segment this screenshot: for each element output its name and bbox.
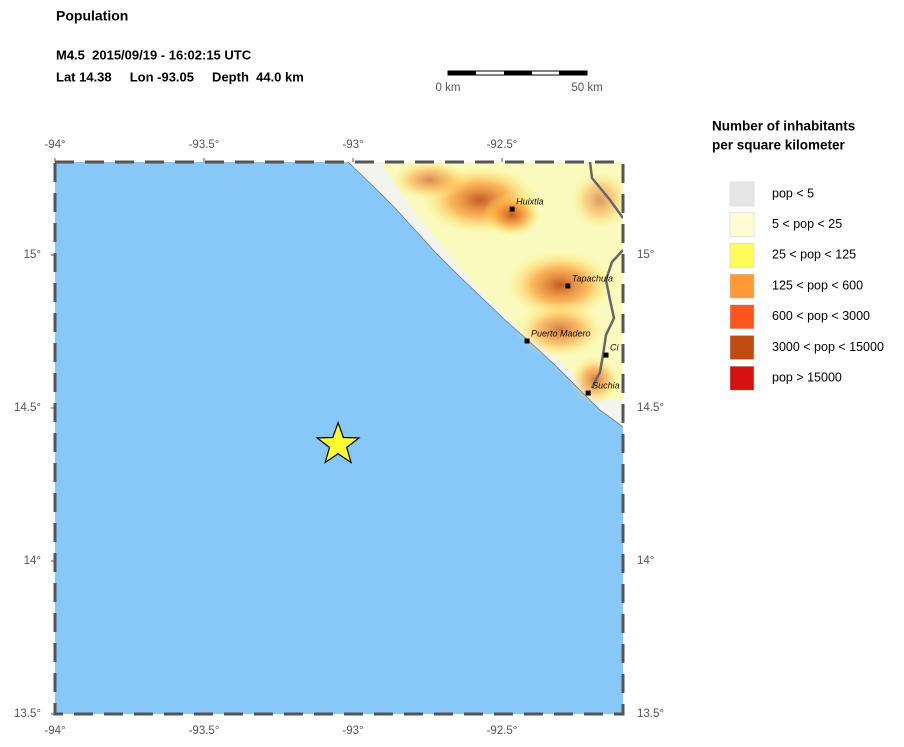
scale-bar-segment	[559, 71, 587, 75]
event-info: M4.5 2015/09/19 - 16:02:15 UTC	[56, 47, 252, 62]
scale-label: 0 km	[436, 82, 461, 94]
city-marker	[509, 206, 515, 212]
lon-tick-label: -93.5°	[189, 139, 220, 151]
scale-bar-segment	[448, 71, 476, 75]
city-marker	[585, 390, 591, 396]
lon-tick-label: -92.5°	[487, 725, 518, 737]
city-label: Huixtla	[516, 196, 544, 206]
legend: pop < 5 5 < pop < 25 25 < pop < 125 125 < p…	[729, 181, 884, 391]
title: Population	[56, 8, 128, 24]
legend-swatch	[729, 212, 755, 237]
coastline	[347, 162, 623, 428]
legend-label: 600 < pop < 3000	[772, 309, 870, 323]
lat-tick-label: 15°	[24, 249, 41, 261]
epicenter	[315, 420, 361, 464]
density-area	[570, 170, 623, 230]
density-area	[390, 162, 470, 200]
legend-title: per square kilometer	[712, 138, 846, 153]
density-area	[505, 250, 615, 320]
scale-label: 50 km	[571, 82, 602, 94]
map-frame	[53, 160, 625, 716]
city-label: Suchia	[592, 380, 620, 390]
city-label: Ci	[610, 342, 619, 352]
density-area	[515, 302, 605, 358]
legend-label: pop < 5	[772, 186, 814, 200]
country-border	[588, 162, 623, 389]
legend-label: 125 < pop < 600	[772, 278, 863, 292]
city-label: Tapachula	[572, 273, 613, 283]
lon-tick-label: -93°	[342, 725, 363, 737]
lat-tick-label: 15°	[637, 249, 654, 261]
legend-swatch	[729, 181, 755, 207]
scale-bar: 0 km 50 km	[436, 70, 603, 94]
lat-tick-label: 14.5°	[14, 402, 41, 414]
density-area	[482, 193, 542, 237]
city-label: Puerto Madero	[531, 328, 591, 338]
lat-tick-label: 13.5°	[637, 708, 664, 720]
legend-swatch	[729, 243, 755, 268]
population-density	[380, 162, 623, 405]
scale-bar-segment	[504, 71, 532, 75]
lon-tick-label: -93.5°	[189, 725, 220, 737]
cities: Huixtla Tapachula Puerto Madero Ci Suchia	[509, 196, 620, 396]
city-marker	[603, 352, 609, 358]
legend-swatch	[729, 335, 755, 360]
legend-label: pop > 15000	[772, 370, 842, 384]
lat-tick-label: 14.5°	[637, 402, 664, 414]
lat-tick-label: 13.5°	[14, 708, 41, 720]
location-info: Lat 14.38 Lon -93.05 Depth 44.0 km	[56, 69, 304, 84]
lat-tick-label: 14°	[637, 555, 654, 567]
legend-label: 25 < pop < 125	[772, 248, 856, 262]
epicenter-layer	[315, 420, 361, 464]
legend-swatch	[729, 365, 755, 391]
legend-swatch	[729, 273, 755, 299]
city-marker	[565, 283, 571, 289]
legend-swatch	[729, 304, 755, 330]
lon-tick-label: -93°	[342, 139, 363, 151]
lon-tick-label: -92.5°	[487, 139, 518, 151]
legend-title: Number of inhabitants	[712, 119, 855, 134]
legend-label: 5 < pop < 25	[772, 217, 842, 231]
lon-tick-label: -94°	[44, 725, 65, 737]
lat-tick-label: 14°	[24, 555, 41, 567]
lon-tick-label: -94°	[44, 139, 65, 151]
city-marker	[524, 338, 530, 344]
axis-ticks: -94° -94° -93.5° -93.5° -93° -93° -92.5° -92.5°…	[14, 139, 664, 737]
legend-label: 3000 < pop < 15000	[772, 340, 884, 354]
